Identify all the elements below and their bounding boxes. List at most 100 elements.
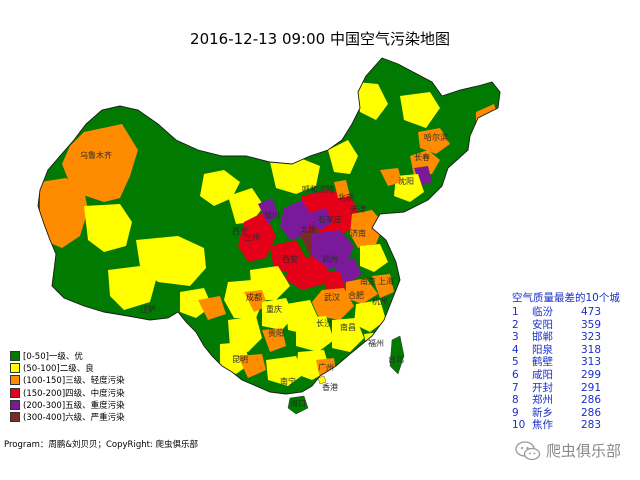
ranking-row: 7 开封 291 bbox=[512, 382, 620, 395]
legend-label: (200-300]五级、重度污染 bbox=[23, 400, 125, 411]
region-changdu bbox=[198, 296, 226, 320]
legend-item: (150-200]四级、中度污染 bbox=[10, 387, 125, 399]
ranking-row: 4 阳泉 318 bbox=[512, 344, 620, 357]
rank-city: 安阳 bbox=[532, 318, 553, 331]
region-xinjiang-west bbox=[40, 178, 88, 248]
rank-value: 286 bbox=[581, 406, 602, 419]
region-yunnan-orange bbox=[238, 354, 266, 378]
city-label: 郑州 bbox=[322, 254, 338, 264]
legend-swatch bbox=[10, 399, 20, 410]
city-label: 南宁 bbox=[280, 376, 296, 386]
region-kunming bbox=[220, 342, 250, 374]
region-hunan bbox=[296, 316, 334, 352]
region-wuhan bbox=[312, 288, 354, 320]
legend-item: (200-300]五级、重度污染 bbox=[10, 399, 125, 411]
ranking-row: 1 临汾 473 bbox=[512, 306, 620, 319]
ranking-row: 10 焦作 283 bbox=[512, 419, 620, 432]
city-label: 济南 bbox=[350, 228, 366, 238]
rank-city: 阳泉 bbox=[532, 343, 553, 356]
city-label: 福州 bbox=[368, 339, 384, 348]
watermark-text: 爬虫俱乐部 bbox=[546, 442, 622, 460]
legend-label: [0-50]一级、优 bbox=[23, 352, 83, 363]
ranking-panel: 空气质量最差的10个城 1 临汾 473 2 安阳 359 3 邯郸 323 4 阳泉 318 … bbox=[512, 290, 620, 432]
rank-number: 9 bbox=[512, 406, 519, 419]
legend-swatch bbox=[10, 387, 20, 398]
legend-item: (300-400]六级、严重污染 bbox=[10, 411, 125, 423]
region-chongqing bbox=[262, 298, 294, 330]
rank-city: 新乡 bbox=[532, 406, 553, 419]
region-neimenggu-east bbox=[328, 140, 358, 174]
region-tibet-west bbox=[108, 266, 156, 310]
rank-value: 286 bbox=[581, 394, 602, 407]
rank-number: 3 bbox=[512, 331, 519, 344]
city-label: 香港 bbox=[322, 382, 338, 392]
rank-city: 焦作 bbox=[532, 419, 553, 432]
city-label: 上海 bbox=[378, 276, 394, 286]
rank-number: 1 bbox=[512, 306, 519, 318]
region-liaoning-west bbox=[380, 168, 402, 186]
city-label: 长沙 bbox=[316, 318, 332, 328]
city-label: 昆明 bbox=[232, 355, 248, 364]
region-henan-south bbox=[286, 256, 328, 290]
city-label: 贵阳 bbox=[268, 328, 284, 338]
ranking-row: 6 咸阳 299 bbox=[512, 369, 620, 382]
city-label: 石家庄 bbox=[318, 214, 342, 224]
rank-value: 473 bbox=[581, 306, 602, 318]
rank-number: 2 bbox=[512, 318, 519, 331]
ranking-row: 9 新乡 286 bbox=[512, 407, 620, 420]
region-shijiazhuang bbox=[310, 208, 332, 230]
region-ningxia bbox=[258, 198, 278, 224]
city-label: 南京 bbox=[360, 276, 376, 286]
rank-value: 299 bbox=[581, 368, 602, 381]
legend-label: (50-100]二级、良 bbox=[23, 364, 94, 375]
rank-value: 313 bbox=[581, 356, 602, 369]
rank-city: 邯郸 bbox=[532, 331, 553, 344]
rank-value: 323 bbox=[581, 331, 602, 344]
region-jiangsu-north bbox=[360, 244, 388, 272]
legend-item: [0-50]一级、优 bbox=[10, 350, 125, 362]
rank-value: 291 bbox=[581, 381, 602, 394]
wechat-icon bbox=[515, 440, 541, 460]
region-gansu-mid bbox=[228, 188, 264, 224]
watermark: 爬虫俱乐部 bbox=[515, 440, 621, 461]
region-heilongjiang-center bbox=[400, 92, 440, 128]
region-shanxi-north bbox=[280, 200, 312, 240]
legend: [0-50]一级、优 (50-100]二级、良 (100-150]三级、轻度污染… bbox=[10, 350, 125, 423]
region-hainan bbox=[287, 395, 309, 415]
region-tibet-center bbox=[136, 236, 206, 286]
rank-value: 283 bbox=[581, 419, 602, 432]
legend-swatch bbox=[10, 351, 20, 362]
city-label: 成都 bbox=[246, 292, 262, 302]
legend-swatch bbox=[10, 363, 20, 374]
region-shanghai bbox=[372, 274, 394, 298]
legend-item: (50-100]二级、良 bbox=[10, 362, 125, 374]
rank-city: 鹤壁 bbox=[532, 356, 553, 369]
ranking-row: 3 邯郸 323 bbox=[512, 331, 620, 344]
region-gansu-east bbox=[238, 212, 276, 262]
city-label: 哈尔滨 bbox=[424, 132, 448, 142]
rank-number: 5 bbox=[512, 356, 519, 369]
rank-city: 开封 bbox=[532, 381, 553, 394]
city-label: 杭州 bbox=[372, 296, 388, 306]
city-label: 沈阳 bbox=[398, 176, 414, 186]
city-label: 西宁 bbox=[232, 226, 248, 236]
ranking-title: 空气质量最差的10个城 bbox=[512, 292, 620, 304]
region-xinjiang-north bbox=[62, 124, 138, 202]
rank-number: 6 bbox=[512, 368, 519, 381]
region-neimenggu-center bbox=[270, 158, 320, 194]
legend-label: (300-400]六级、严重污染 bbox=[23, 413, 125, 424]
city-label: 南昌 bbox=[340, 322, 356, 332]
region-daxinganling bbox=[356, 82, 388, 120]
city-label: 台北 bbox=[388, 354, 404, 364]
rank-number: 4 bbox=[512, 343, 519, 356]
rank-value: 318 bbox=[581, 343, 602, 356]
region-hongkong bbox=[317, 375, 327, 385]
region-nanning bbox=[266, 356, 304, 386]
legend-item: (100-150]三级、轻度污染 bbox=[10, 374, 125, 386]
region-nanjing bbox=[346, 278, 378, 304]
legend-swatch bbox=[10, 375, 20, 386]
rank-city: 郑州 bbox=[532, 394, 553, 407]
city-label: 合肥 bbox=[348, 290, 364, 300]
region-zhejiang bbox=[354, 300, 386, 332]
rank-number: 8 bbox=[512, 394, 519, 407]
